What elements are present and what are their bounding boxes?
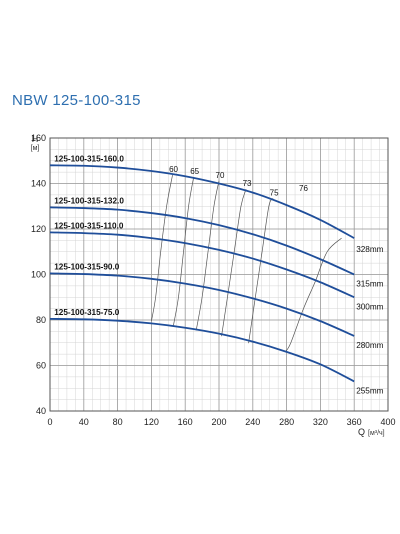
- axis-ticks: 0 40 80 120 160 200 240 280 320 360 40040608010012…: [31, 133, 396, 427]
- plot-frame: [49, 137, 389, 412]
- efficiency-curve: [221, 189, 247, 337]
- x-tick-label: 320: [313, 417, 328, 427]
- y-axis-label: H: [32, 134, 39, 144]
- y-tick-label: 140: [31, 179, 46, 189]
- y-tick-label: 60: [36, 361, 46, 371]
- y-tick-label: 40: [36, 406, 46, 416]
- x-tick-label: 200: [211, 417, 226, 427]
- pump-curve-label: 125-100-315-132.0: [54, 196, 124, 205]
- efficiency-curve: [195, 180, 220, 331]
- pump-curve: [49, 206, 355, 276]
- x-axis-unit: [м³/ч]: [368, 430, 385, 437]
- pump-curve: [49, 317, 355, 383]
- y-tick-label: 100: [31, 270, 46, 280]
- pump-curve: [49, 231, 355, 299]
- efficiency-curves: 60 65 70 73 75 76: [151, 165, 342, 352]
- pump-curve-label: 125-100-315-90.0: [54, 262, 120, 271]
- impeller-label: 255mm: [356, 386, 383, 395]
- pump-curve-label: 125-100-315-110.0: [54, 221, 124, 230]
- efficiency-curve: [173, 177, 194, 326]
- pump-curve: [49, 272, 355, 337]
- efficiency-label: 75: [270, 188, 279, 197]
- impeller-label: 328mm: [356, 245, 383, 254]
- efficiency-curve: [151, 175, 173, 322]
- x-tick-label: 400: [380, 417, 395, 427]
- y-tick-label: 160: [31, 133, 46, 143]
- pump-curve-label: 125-100-315-160.0: [54, 154, 124, 163]
- efficiency-curve: [248, 198, 274, 344]
- y-axis-unit: [м]: [31, 145, 40, 152]
- x-tick-label: 0: [47, 417, 52, 427]
- labels: H[м] Q [м³/ч] 125-100-315-160.0 328mm 125-100…: [31, 134, 385, 437]
- x-tick-label: 160: [178, 417, 193, 427]
- efficiency-label: 65: [190, 167, 199, 176]
- y-tick-label: 80: [36, 315, 46, 325]
- page-title: NBW 125-100-315: [12, 92, 141, 109]
- x-tick-label: 280: [279, 417, 294, 427]
- y-tick-label: 120: [31, 224, 46, 234]
- efficiency-label: 76: [299, 184, 308, 193]
- impeller-label: 315mm: [356, 280, 383, 289]
- pump-curve-label: 125-100-315-75.0: [54, 308, 120, 317]
- x-tick-label: 360: [347, 417, 362, 427]
- efficiency-label: 60: [169, 165, 178, 174]
- x-tick-label: 240: [245, 417, 260, 427]
- x-axis-label: Q: [358, 427, 365, 437]
- pump-curve: [49, 164, 355, 239]
- impeller-label: 280mm: [356, 341, 383, 350]
- x-tick-label: 40: [79, 417, 89, 427]
- efficiency-label: 73: [243, 179, 252, 188]
- efficiency-label: 70: [216, 171, 225, 180]
- pump-curves: [49, 164, 355, 383]
- impeller-label: 300mm: [356, 302, 383, 311]
- efficiency-curve: [285, 237, 342, 352]
- x-tick-label: 80: [113, 417, 123, 427]
- x-tick-label: 120: [144, 417, 159, 427]
